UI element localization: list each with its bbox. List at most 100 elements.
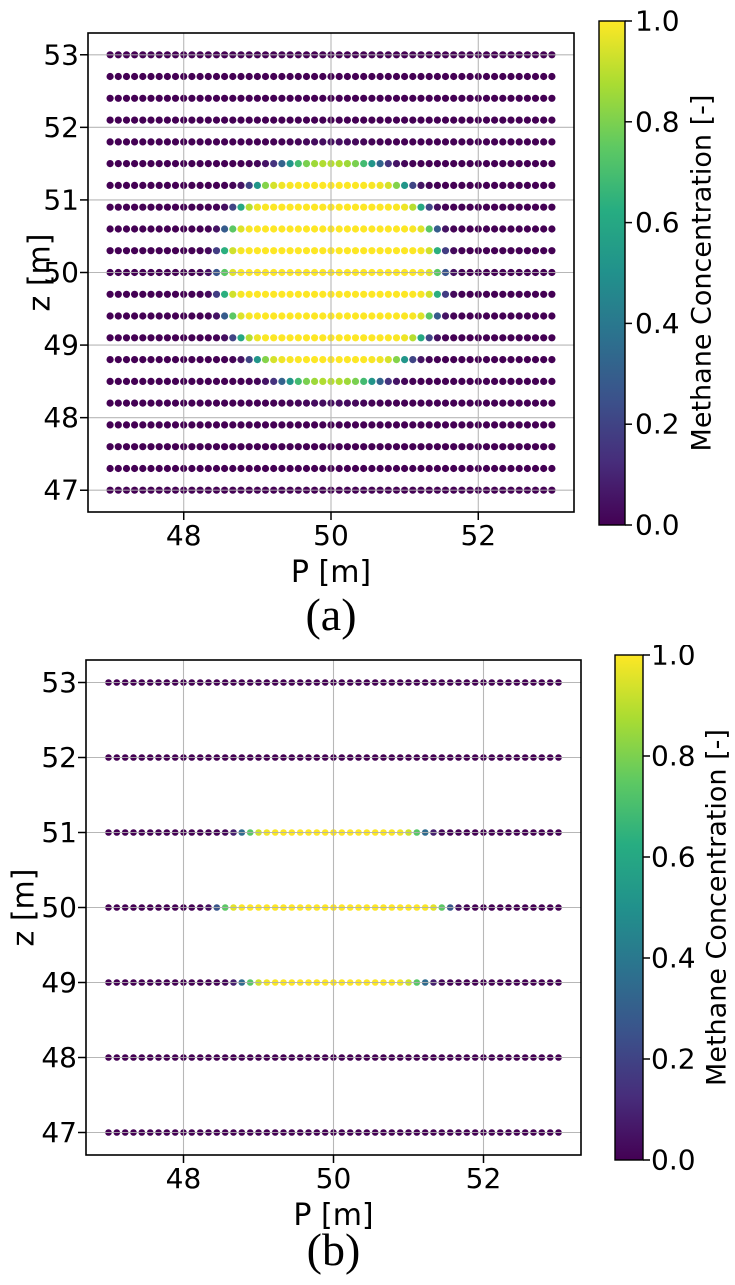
data-point (147, 464, 155, 473)
data-point (466, 377, 474, 385)
data-point (376, 181, 384, 189)
data-point (286, 72, 294, 81)
data-point (368, 312, 376, 320)
data-point (409, 443, 417, 451)
data-point (122, 94, 131, 102)
data-point (540, 72, 548, 81)
data-point (171, 72, 180, 81)
data-point (253, 334, 261, 342)
data-point (368, 356, 376, 364)
data-point (278, 356, 286, 364)
data-point (491, 421, 499, 429)
data-point (466, 443, 474, 451)
data-point (343, 138, 351, 146)
data-point (319, 464, 327, 473)
data-point (311, 399, 319, 407)
data-point (294, 203, 302, 211)
data-point (229, 116, 237, 124)
data-point (204, 334, 212, 342)
data-point (114, 443, 122, 451)
data-point (425, 464, 433, 473)
data-point (237, 247, 245, 255)
data-point (376, 399, 384, 407)
grid (86, 660, 581, 1155)
data-point (311, 247, 319, 255)
data-point (401, 421, 409, 429)
data-point (286, 203, 294, 211)
data-point (540, 290, 548, 298)
data-point (286, 181, 294, 189)
data-point (433, 377, 441, 385)
data-point (523, 94, 532, 102)
data-point (311, 138, 319, 146)
data-point (204, 399, 212, 407)
data-point (458, 247, 466, 255)
data-point (335, 247, 343, 255)
data-point (188, 399, 196, 407)
data-point (507, 247, 515, 255)
data-point (392, 334, 401, 342)
data-point (204, 116, 212, 124)
y-tick-label: 48 (43, 401, 79, 434)
data-point (204, 356, 212, 364)
data-point (523, 247, 532, 255)
data-point (351, 377, 360, 385)
data-point (253, 443, 261, 451)
data-point (368, 464, 376, 473)
data-point (409, 421, 417, 429)
data-point (425, 356, 433, 364)
data-point (392, 290, 401, 298)
data-point (441, 377, 450, 385)
data-point (466, 247, 474, 255)
data-point (482, 377, 491, 385)
data-point (139, 290, 147, 298)
data-point (319, 72, 327, 81)
data-point (253, 160, 261, 168)
data-point (368, 334, 376, 342)
data-point (458, 94, 466, 102)
data-point (376, 247, 384, 255)
data-point (499, 464, 507, 473)
data-point (523, 181, 532, 189)
data-point (433, 356, 441, 364)
data-point (401, 443, 409, 451)
data-point (122, 334, 131, 342)
y-tick-label: 52 (43, 111, 79, 144)
data-point (114, 116, 122, 124)
data-point (458, 116, 466, 124)
data-point (384, 72, 392, 81)
data-point (384, 334, 392, 342)
data-point (302, 399, 311, 407)
data-point (376, 290, 384, 298)
data-point (131, 421, 139, 429)
data-point (425, 181, 433, 189)
data-point (302, 181, 311, 189)
data-point (458, 334, 466, 342)
data-point (221, 247, 229, 255)
data-point (392, 443, 401, 451)
data-point (417, 160, 425, 168)
data-point (482, 247, 491, 255)
data-point (286, 290, 294, 298)
data-point (245, 116, 253, 124)
data-point (114, 181, 122, 189)
data-point (147, 334, 155, 342)
data-point (245, 181, 253, 189)
data-point (221, 290, 229, 298)
data-point (155, 116, 163, 124)
data-point (351, 247, 360, 255)
data-point (229, 225, 237, 233)
data-point (540, 94, 548, 102)
data-point (466, 399, 474, 407)
data-point (294, 290, 302, 298)
data-point (548, 247, 556, 255)
data-point (171, 247, 180, 255)
y-tick-label: 50 (43, 256, 79, 289)
data-point (171, 464, 180, 473)
data-point (523, 116, 532, 124)
data-point (392, 464, 401, 473)
data-point (139, 72, 147, 81)
data-point (122, 116, 131, 124)
data-point (409, 290, 417, 298)
data-point (139, 247, 147, 255)
